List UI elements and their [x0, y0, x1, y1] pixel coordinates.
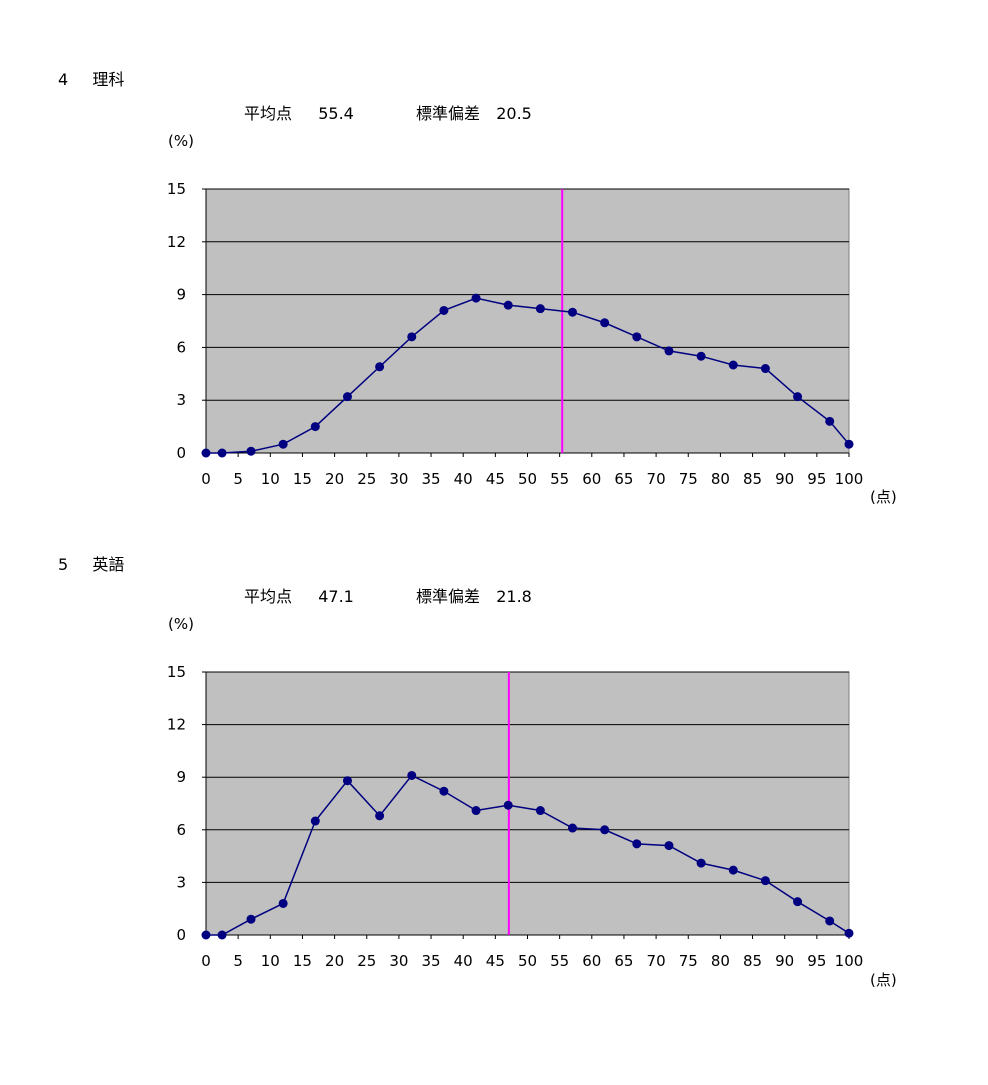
- data-point: [793, 392, 803, 402]
- x-tick-label: 25: [357, 470, 376, 488]
- data-point: [246, 446, 256, 456]
- x-tick-label: 45: [486, 470, 505, 488]
- data-point: [342, 392, 352, 402]
- x-tick-label: 15: [293, 470, 312, 488]
- x-tick-label: 60: [582, 470, 601, 488]
- data-point: [278, 439, 288, 449]
- data-point: [407, 332, 417, 342]
- data-point: [568, 307, 578, 317]
- x-tick-label: 40: [454, 470, 473, 488]
- data-point: [439, 305, 449, 315]
- x-tick-label: 55: [550, 470, 569, 488]
- x-tick-label: 35: [422, 470, 441, 488]
- data-point: [535, 304, 545, 314]
- section-5-y-unit: (%): [168, 615, 194, 633]
- section-5-mean-label: 平均点: [244, 587, 293, 606]
- x-tick-label: 10: [261, 470, 280, 488]
- y-tick-label: 9: [176, 286, 186, 304]
- section-4-mean-label: 平均点: [244, 104, 293, 123]
- section-4-stats: 平均点 55.4 標準偏差 20.5: [244, 100, 532, 124]
- x-tick-label: 20: [325, 470, 344, 488]
- plot-area: [205, 188, 850, 454]
- section-4-mean-value: 55.4: [318, 104, 354, 123]
- y-tick-label: 3: [176, 391, 186, 409]
- x-tick-label: 70: [647, 470, 666, 488]
- data-point: [728, 360, 738, 370]
- x-tick-label: 80: [711, 470, 730, 488]
- x-tick-label: 90: [775, 470, 794, 488]
- y-tick-label: 6: [176, 338, 186, 356]
- x-tick-label: 85: [743, 470, 762, 488]
- data-point: [375, 362, 385, 372]
- data-point: [600, 318, 610, 328]
- x-tick-label: 100: [835, 470, 864, 488]
- section-4-x-unit: (点): [870, 488, 897, 506]
- data-point: [844, 439, 854, 449]
- data-point: [503, 300, 513, 310]
- x-tick-label: 30: [389, 470, 408, 488]
- section-4-sd-value: 20.5: [496, 104, 532, 123]
- section-4-y-unit: (%): [168, 132, 194, 150]
- section-5-number: 5: [58, 555, 69, 574]
- section-5-sd-value: 21.8: [496, 587, 532, 606]
- section-4-sd-label: 標準偏差: [416, 104, 481, 123]
- section-5-sd-label: 標準偏差: [416, 587, 481, 606]
- data-point: [217, 448, 227, 458]
- x-tick-label: 75: [679, 470, 698, 488]
- x-tick-label: 50: [518, 470, 537, 488]
- data-point: [201, 448, 211, 458]
- y-tick-label: 12: [167, 233, 186, 251]
- y-tick-label: 0: [176, 444, 186, 462]
- section-5-x-unit: (点): [870, 971, 897, 989]
- data-point: [632, 332, 642, 342]
- data-point: [825, 416, 835, 426]
- data-point: [310, 422, 320, 432]
- section-5-mean-value: 47.1: [318, 587, 354, 606]
- section-5-subject: 英語: [92, 555, 125, 574]
- data-point: [696, 351, 706, 361]
- section-5-header: 5 英語: [58, 551, 124, 575]
- x-tick-label: 0: [201, 470, 211, 488]
- y-tick-label: 15: [167, 180, 186, 198]
- data-point: [760, 364, 770, 374]
- data-point: [664, 346, 674, 356]
- series-line: [206, 297, 850, 454]
- data-point: [471, 293, 481, 303]
- section-4-number: 4: [58, 70, 69, 89]
- x-tick-label: 65: [614, 470, 633, 488]
- x-tick-label: 5: [233, 470, 243, 488]
- section-4-header: 4 理科: [58, 66, 124, 90]
- x-tick-label: 95: [807, 470, 826, 488]
- section-5-stats: 平均点 47.1 標準偏差 21.8: [244, 583, 532, 607]
- section-4-subject: 理科: [92, 70, 125, 89]
